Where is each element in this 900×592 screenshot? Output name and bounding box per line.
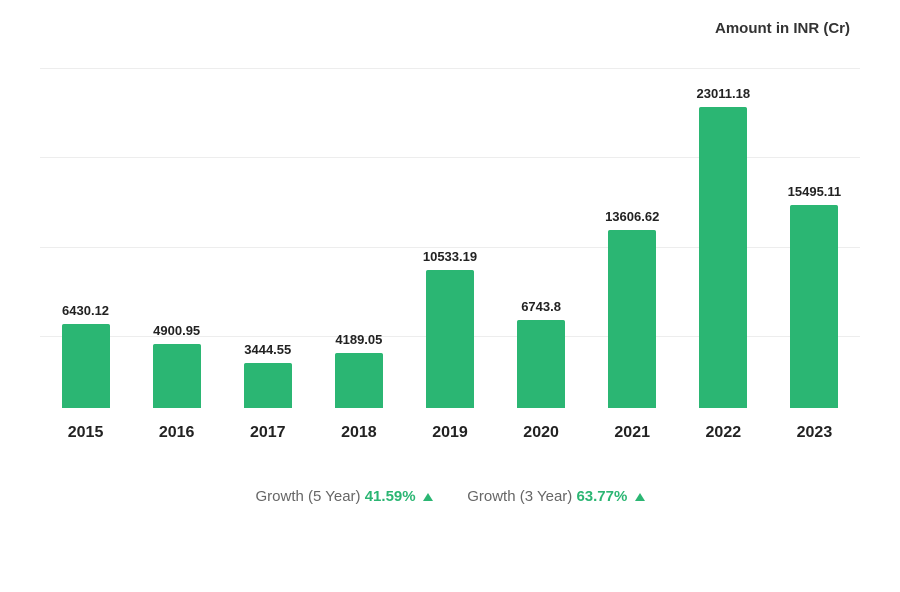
x-axis-labels: 2015 2016 2017 2018 2019 2020 2021 2022 2023 [40,418,860,448]
x-axis-label: 2015 [46,424,126,442]
bar-chart: 6430.12 4900.95 3444.55 4189.05 10533.19 6743… [40,68,860,448]
growth-3year-label: Growth (3 Year) [467,488,572,505]
bar-group: 4900.95 [137,68,217,408]
x-axis-label: 2021 [592,424,672,442]
x-axis-label: 2017 [228,424,308,442]
x-axis-label: 2022 [683,424,763,442]
growth-3year: Growth (3 Year) 63.77% [467,488,644,505]
bar-group: 4189.05 [319,68,399,408]
bar-value-label: 6743.8 [521,299,561,314]
bar [608,230,656,408]
bar [244,363,292,408]
bar-value-label: 4900.95 [153,323,200,338]
growth-3year-value: 63.77% [576,488,627,505]
bar [790,205,838,408]
bar [62,324,110,408]
bar-group: 3444.55 [228,68,308,408]
x-axis-label: 2019 [410,424,490,442]
chart-header: Amount in INR (Cr) [30,20,870,38]
bar-group: 13606.62 [592,68,672,408]
growth-5year-value: 41.59% [365,488,416,505]
up-arrow-icon [423,493,433,501]
bar-group: 6430.12 [46,68,126,408]
growth-footer: Growth (5 Year) 41.59% Growth (3 Year) 6… [30,488,870,506]
bar-group: 23011.18 [683,68,763,408]
bar-value-label: 4189.05 [335,332,382,347]
bar-value-label: 3444.55 [244,342,291,357]
bar-value-label: 13606.62 [605,209,659,224]
bar-value-label: 23011.18 [697,86,751,101]
bar-group: 15495.11 [774,68,854,408]
growth-5year: Growth (5 Year) 41.59% [255,488,432,505]
x-axis-label: 2023 [774,424,854,442]
currency-label: Amount in INR (Cr) [715,20,850,37]
bar-value-label: 6430.12 [62,303,109,318]
bar [426,270,474,408]
up-arrow-icon [635,493,645,501]
bar [153,344,201,408]
bar-value-label: 10533.19 [423,249,477,264]
growth-5year-label: Growth (5 Year) [255,488,360,505]
x-axis-label: 2018 [319,424,399,442]
bar [335,353,383,408]
bar-group: 10533.19 [410,68,490,408]
x-axis-label: 2016 [137,424,217,442]
x-axis-label: 2020 [501,424,581,442]
bar [517,320,565,408]
bar-value-label: 15495.11 [788,184,842,199]
bar-group: 6743.8 [501,68,581,408]
bar [699,107,747,408]
bars-container: 6430.12 4900.95 3444.55 4189.05 10533.19 6743… [40,68,860,408]
